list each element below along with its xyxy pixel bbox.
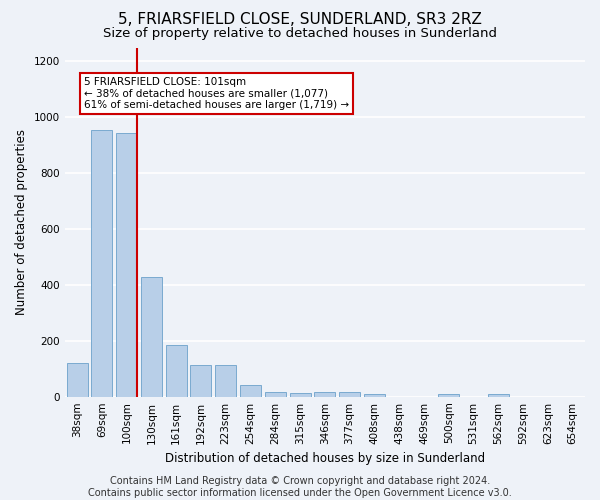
Text: Contains HM Land Registry data © Crown copyright and database right 2024.
Contai: Contains HM Land Registry data © Crown c… [88, 476, 512, 498]
Text: 5 FRIARSFIELD CLOSE: 101sqm
← 38% of detached houses are smaller (1,077)
61% of : 5 FRIARSFIELD CLOSE: 101sqm ← 38% of det… [84, 77, 349, 110]
Bar [91, 130, 112, 396]
Bar [116, 132, 137, 396]
Y-axis label: Number of detached properties: Number of detached properties [15, 129, 28, 315]
Bar [438, 394, 459, 396]
Bar [488, 394, 509, 396]
Bar [190, 364, 211, 396]
Bar [364, 394, 385, 396]
Bar [339, 392, 360, 396]
Bar [67, 363, 88, 396]
X-axis label: Distribution of detached houses by size in Sunderland: Distribution of detached houses by size … [165, 452, 485, 465]
Text: 5, FRIARSFIELD CLOSE, SUNDERLAND, SR3 2RZ: 5, FRIARSFIELD CLOSE, SUNDERLAND, SR3 2R… [118, 12, 482, 28]
Bar [265, 392, 286, 396]
Bar [215, 364, 236, 396]
Bar [166, 345, 187, 397]
Bar [240, 385, 261, 396]
Bar [290, 394, 311, 396]
Text: Size of property relative to detached houses in Sunderland: Size of property relative to detached ho… [103, 28, 497, 40]
Bar [141, 276, 162, 396]
Bar [314, 392, 335, 396]
